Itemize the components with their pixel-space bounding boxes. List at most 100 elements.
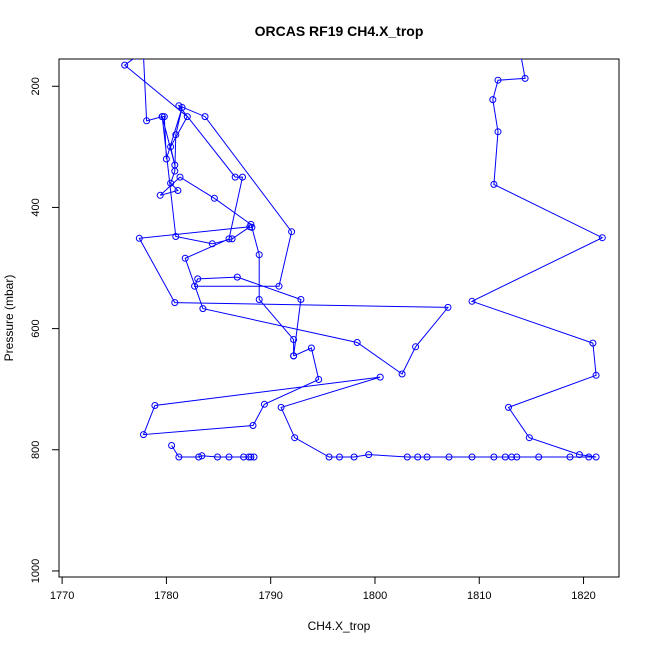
data-point	[260, 400, 268, 408]
data-point	[290, 336, 298, 343]
data-point	[521, 74, 529, 82]
data-point	[135, 234, 143, 242]
data-point	[162, 155, 170, 163]
series-line	[171, 445, 254, 458]
data-point	[291, 434, 299, 442]
data-point	[297, 296, 305, 303]
data-point	[249, 422, 257, 429]
data-point	[233, 273, 241, 281]
data-point	[592, 453, 600, 461]
data-point	[505, 403, 512, 411]
data-point	[494, 76, 502, 84]
data-point	[168, 442, 176, 449]
data-point	[575, 451, 583, 459]
data-point	[288, 228, 296, 236]
data-point	[167, 179, 175, 187]
data-point	[198, 452, 206, 460]
data-point	[376, 373, 384, 381]
data-point	[290, 352, 298, 360]
data-point	[501, 453, 509, 461]
data-point	[353, 339, 361, 346]
series-line	[142, 59, 604, 458]
data-point	[239, 173, 246, 181]
data-point	[246, 223, 254, 231]
data-point	[140, 431, 147, 439]
data-point	[585, 453, 593, 461]
data-point	[490, 180, 498, 188]
data-point	[468, 453, 476, 461]
y-tick-label: 800	[30, 441, 42, 459]
data-point	[513, 453, 521, 461]
series-3	[168, 442, 258, 461]
data-point	[172, 233, 180, 240]
data-point	[171, 167, 179, 175]
x-tick-label: 1800	[363, 590, 387, 602]
data-point	[414, 453, 422, 461]
x-tick-label: 1820	[571, 590, 595, 602]
x-tick-label: 1810	[467, 590, 491, 602]
data-point	[412, 343, 420, 351]
y-axis-label: Pressure (mbar)	[2, 275, 16, 362]
data-point	[195, 453, 203, 461]
chart-title: ORCAS RF19 CH4.X_trop	[255, 23, 424, 39]
data-point	[365, 451, 373, 459]
data-point	[214, 453, 221, 461]
data-point	[151, 402, 159, 409]
data-point	[566, 453, 574, 461]
data-point	[175, 453, 183, 461]
data-point	[444, 303, 452, 311]
data-point	[172, 131, 180, 139]
data-point	[210, 194, 218, 202]
data-point	[489, 96, 497, 104]
data-point	[403, 453, 411, 461]
data-point	[156, 191, 164, 199]
data-point	[307, 344, 315, 352]
data-point	[240, 453, 248, 461]
data-point	[245, 453, 253, 461]
data-point	[325, 453, 333, 461]
data-point	[225, 453, 233, 461]
data-point	[336, 453, 343, 461]
x-axis-label: CH4.X_trop	[308, 619, 371, 633]
data-point	[490, 453, 498, 461]
data-point	[160, 113, 168, 121]
x-tick-label: 1770	[50, 590, 74, 602]
data-point	[255, 296, 263, 303]
data-point	[275, 282, 283, 290]
y-tick-label: 400	[30, 198, 42, 216]
data-point	[592, 371, 600, 379]
x-axis: 1770 1780 1790 1800 1810 1820	[50, 576, 596, 602]
data-point	[181, 254, 189, 262]
data-point	[121, 61, 129, 69]
data-point	[398, 370, 406, 378]
y-tick-label: 600	[30, 319, 42, 337]
data-point	[255, 251, 263, 259]
data-point	[194, 275, 202, 283]
data-point	[250, 453, 258, 461]
data-point	[183, 113, 191, 121]
data-point	[350, 453, 358, 461]
y-axis: 200 400 600 800 1000	[30, 77, 60, 583]
data-point	[589, 339, 597, 347]
data-point	[277, 403, 285, 411]
data-point	[535, 453, 543, 461]
series-layer	[121, 59, 606, 461]
data-point	[175, 102, 183, 110]
data-point	[445, 453, 453, 461]
series-1	[121, 59, 452, 378]
data-point	[174, 187, 182, 194]
data-point	[231, 173, 239, 181]
data-point	[598, 234, 606, 242]
data-point	[208, 240, 216, 248]
data-point	[494, 128, 502, 136]
data-point	[423, 453, 431, 461]
data-point	[525, 434, 533, 442]
series-line	[123, 59, 450, 375]
data-point	[225, 235, 233, 243]
data-point	[191, 282, 199, 290]
y-tick-label: 200	[30, 77, 42, 95]
data-point	[158, 113, 166, 121]
x-tick-label: 1780	[154, 590, 178, 602]
